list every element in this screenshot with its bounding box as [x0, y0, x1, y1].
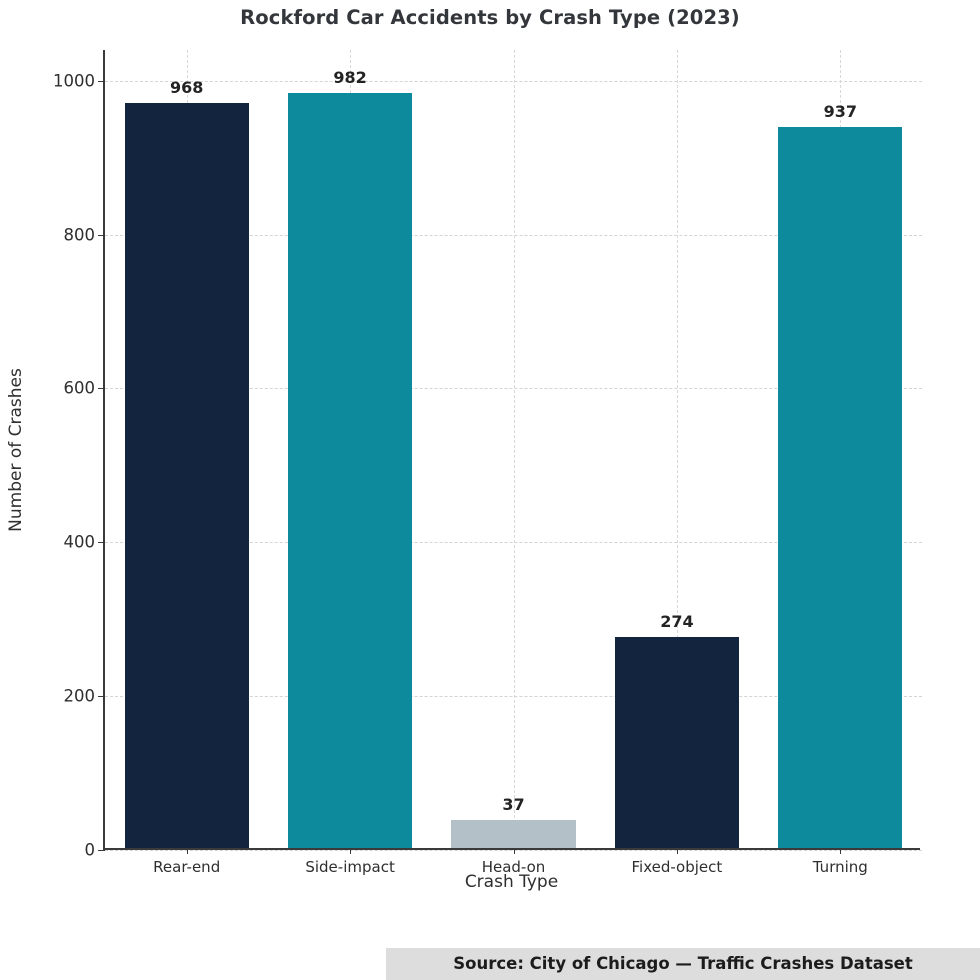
x-tick-label: Fixed-object	[631, 858, 723, 876]
plot-area: 0 200 400 600 800 1000 Rear-end Side-impact Hea…	[53, 50, 922, 876]
y-tick-label: 200	[63, 686, 96, 706]
bar[interactable]	[288, 92, 413, 848]
y-tick-mark	[98, 696, 105, 698]
x-tick-label: Head-on	[481, 858, 546, 876]
x-tick-mark	[350, 848, 352, 854]
x-tick-mark	[186, 848, 188, 854]
x-tick-mark	[840, 848, 842, 854]
bar-value-label: 37	[502, 794, 525, 814]
y-tick-mark	[98, 234, 105, 236]
source-caption: Source: City of Chicago — Traffic Crashe…	[453, 954, 913, 973]
bar[interactable]	[124, 103, 249, 848]
y-tick-label: 1000	[53, 71, 95, 91]
x-tick-mark	[676, 848, 678, 854]
x-axis-label: Crash Type	[464, 872, 559, 892]
y-tick-mark	[98, 850, 105, 851]
bar-value-label: 968	[169, 78, 204, 98]
bar-value-label: 937	[823, 102, 857, 122]
y-tick-label: 0	[84, 840, 96, 860]
y-tick-label: 400	[63, 532, 96, 552]
y-tick-mark	[98, 542, 105, 544]
gridline-vertical	[676, 50, 678, 848]
x-tick-label: Rear-end	[153, 858, 221, 876]
bar[interactable]	[778, 127, 903, 848]
gridline-vertical	[513, 50, 515, 848]
chart-title: Rockford Car Accidents by Crash Type (20…	[240, 6, 740, 29]
bar-value-label: 274	[660, 612, 694, 632]
y-axis-label: Number of Crashes	[6, 368, 26, 532]
x-tick-label: Turning	[812, 858, 868, 876]
bar-value-label: 982	[333, 67, 367, 87]
x-tick-mark	[513, 848, 515, 854]
y-tick-mark	[98, 80, 105, 82]
y-tick-mark	[98, 388, 105, 390]
y-tick-label: 600	[63, 378, 96, 398]
bar[interactable]	[451, 819, 576, 848]
x-tick-label: Side-impact	[305, 858, 395, 876]
y-tick-label: 800	[63, 225, 96, 245]
source-band: Source: City of Chicago — Traffic Crashe…	[386, 948, 980, 980]
bar[interactable]	[614, 637, 739, 848]
